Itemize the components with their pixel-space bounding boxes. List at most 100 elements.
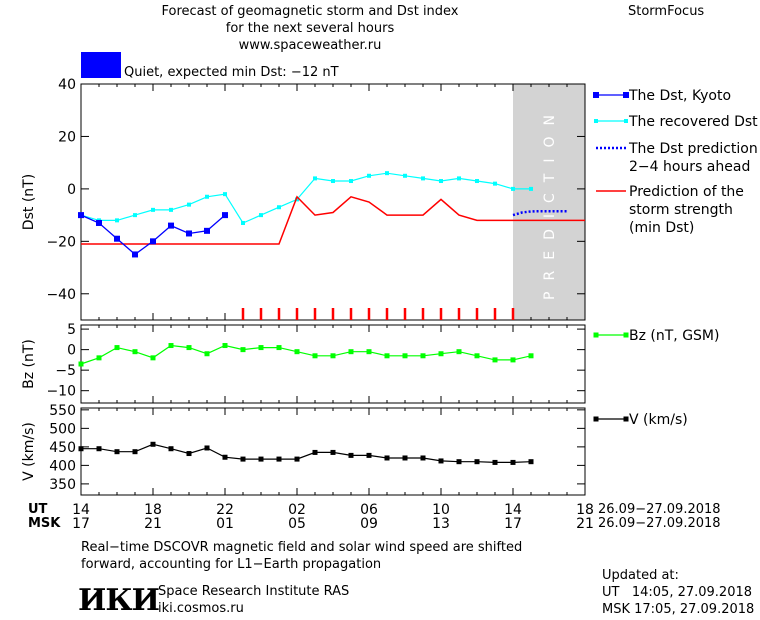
series-point [222,212,228,219]
series-point [312,353,318,359]
legend-dst-1-marker [594,119,598,123]
title-line-3: www.spaceweather.ru [238,38,382,53]
legend-v-label: V (km/s) [629,412,688,428]
series-point [133,213,137,218]
series-point [132,449,138,455]
msk-tick-label: 21 [576,516,594,532]
series-point [366,452,372,458]
legend-bz-marker [593,332,599,338]
series-point [78,212,84,219]
series-point [402,455,408,461]
status-text: Quiet, expected min Dst: −12 nT [124,65,339,80]
legend-dst-2-label: 2−4 hours ahead [629,159,750,175]
updated-msk: MSK 17:05, 27.09.2018 [602,602,755,617]
series-line [81,443,532,463]
legend-dst-2-label: The Dst prediction [628,141,758,157]
series-point [187,202,191,207]
series-point [421,176,425,181]
series-point [222,343,228,349]
series-point [385,171,389,176]
legend-dst-0-label: The Dst, Kyoto [628,88,731,104]
y-tick-label: 40 [58,77,76,93]
series-point [258,345,264,351]
series-point [528,353,534,359]
series-point [294,456,300,462]
msk-tick-label: 01 [216,516,234,532]
series-point [168,446,174,452]
y-tick-label: 5 [67,322,76,338]
legend-dst-0-marker [623,92,629,98]
series-point [78,361,84,367]
series-point [259,213,263,218]
y-tick-label: 450 [49,440,76,456]
y-tick-label: −5 [55,363,76,379]
series-point [96,219,102,226]
footer-note-line-2: forward, accounting for L1−Earth propaga… [81,557,382,572]
series-point [168,222,174,229]
series-point [132,349,138,355]
ut-tick-label: 02 [288,502,306,518]
series-point [277,205,281,210]
series-point [294,349,300,355]
series-point [474,459,480,465]
prediction-label: PREDICTION [542,104,558,300]
msk-date-range: 26.09−27.09.2018 [598,516,721,531]
legend-bz-label: Bz (nT, GSM) [629,328,719,344]
series-point [96,355,102,361]
brand-label: StormFocus [628,4,705,19]
msk-tick-label: 21 [144,516,162,532]
y-tick-label: −10 [46,384,76,400]
series-point [186,345,192,351]
series-line [81,195,585,245]
series-point [168,343,174,349]
ut-tick-label: 06 [360,502,378,518]
updated-ut: UT 14:05, 27.09.2018 [602,585,753,600]
y-axis-label: V (km/s) [21,422,37,481]
series-point [240,347,246,353]
series-point [420,455,426,461]
updated-label: Updated at: [602,568,679,583]
series-point [78,446,84,452]
series-point [204,227,210,234]
msk-tick-label: 09 [360,516,378,532]
legend-bz-marker [623,332,629,338]
title-line-2: for the next several hours [225,21,395,36]
y-tick-label: 400 [49,458,76,474]
series-point [114,235,120,242]
series-point [529,186,533,191]
series-point [349,179,353,184]
title-line-1: Forecast of geomagnetic storm and Dst in… [161,4,459,19]
legend-dst-1-label: The recovered Dst [628,114,758,130]
series-point [439,179,443,184]
series-point [132,251,138,258]
y-axis-label: Bz (nT) [21,339,37,389]
legend-dst-3-label: storm strength [629,202,733,218]
series-point [150,238,156,245]
series-point [511,186,515,191]
footer-note-line-1: Real−time DSCOVR magnetic field and sola… [81,540,523,555]
series-point [331,179,335,184]
series-point [204,351,210,357]
legend-dst-3-label: Prediction of the [629,184,744,200]
series-point [204,445,210,451]
ut-tick-label: 18 [576,502,594,518]
series-point [258,456,264,462]
series-point [205,194,209,199]
series-point [186,451,192,457]
y-tick-label: −40 [46,287,76,303]
msk-tick-label: 17 [72,516,90,532]
series-point [456,349,462,355]
series-point [114,345,120,351]
series-point [367,173,371,178]
series-point [420,353,426,359]
institute-name: Space Research Institute RAS [158,584,350,599]
series-point [348,452,354,458]
series-point [402,353,408,359]
ut-tick-label: 18 [144,502,162,518]
series-point [366,349,372,355]
series-point [510,459,516,465]
panel-frame [80,83,586,321]
ut-tick-label: 10 [432,502,450,518]
iki-logo: ИКИ [78,583,160,618]
series-point [151,207,155,212]
